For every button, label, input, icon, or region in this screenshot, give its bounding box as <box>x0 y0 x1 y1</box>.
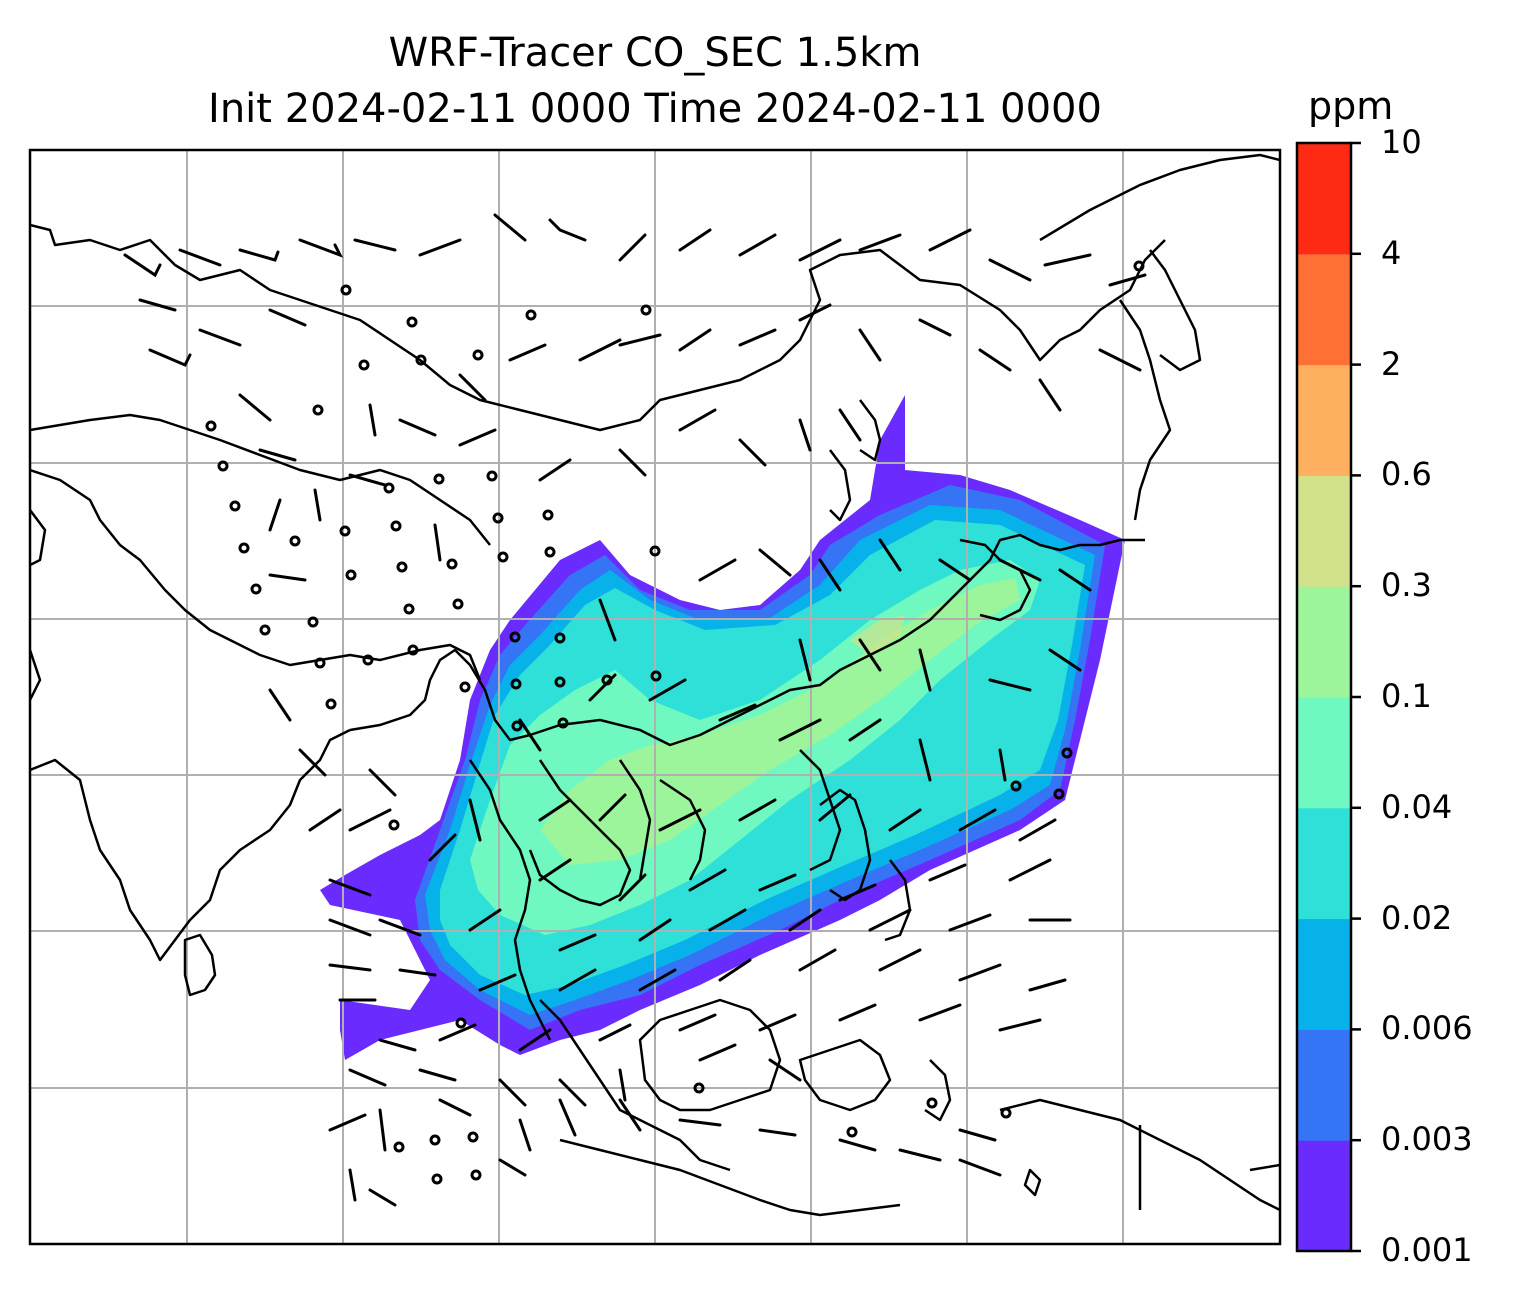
tracer-plume <box>320 395 1125 1060</box>
colorbar-segment <box>1297 697 1351 809</box>
colorbar-segment <box>1297 1140 1351 1252</box>
colorbar-tick-label: 0.001 <box>1381 1231 1473 1269</box>
colorbar-tick-label: 0.003 <box>1381 1120 1473 1159</box>
colorbar-segment <box>1297 475 1351 587</box>
colorbar-segment <box>1297 807 1351 920</box>
colorbar-tick-label: 10 <box>1381 123 1422 161</box>
colorbar-tick-label: 0.02 <box>1381 898 1453 937</box>
colorbar-tick-label: 0.1 <box>1381 677 1432 715</box>
colorbar-tick-label: 0.04 <box>1381 787 1453 826</box>
colorbar-segment <box>1297 364 1351 476</box>
calm-markers <box>205 260 1145 1185</box>
graticule <box>30 150 1280 1244</box>
map-frame <box>28 148 1282 1246</box>
colorbar-tick-label: 0.3 <box>1381 566 1432 605</box>
colorbar-segment <box>1297 918 1351 1030</box>
colorbar-tick-label: 4 <box>1381 233 1402 272</box>
colorbar-segment <box>1297 1029 1351 1141</box>
colorbar-tick-label: 0.6 <box>1381 455 1432 494</box>
map-panel <box>30 150 1280 1244</box>
colorbar-frame <box>1295 141 1353 1253</box>
colorbar-units-label: ppm <box>1308 84 1394 128</box>
colorbar <box>1297 141 1361 1253</box>
wind-barbs <box>123 213 1147 1207</box>
plume-level-01 <box>540 578 1020 865</box>
colorbar-tick-label: 2 <box>1381 344 1402 383</box>
plot-title-line1: WRF-Tracer CO_SEC 1.5km <box>388 30 922 76</box>
colorbar-segment <box>1297 143 1351 255</box>
colorbar-segment <box>1297 253 1351 366</box>
colorbar-segment <box>1297 586 1351 698</box>
colorbar-tick-label: 0.006 <box>1381 1009 1473 1048</box>
plot-title-line2: Init 2024-02-11 0000 Time 2024-02-11 000… <box>208 86 1102 132</box>
